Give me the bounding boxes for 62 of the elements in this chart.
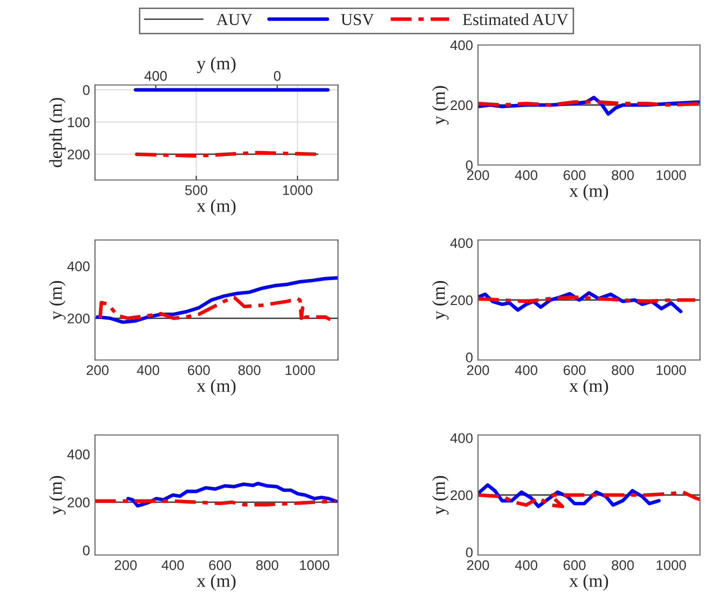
- x2-tick-label: 400: [144, 71, 167, 81]
- y-tick-label: 0: [466, 352, 473, 362]
- y-axis-title: y (m): [49, 476, 66, 515]
- legend-label: USV: [341, 14, 374, 26]
- x-tick-label: 600: [188, 365, 210, 376]
- x-tick-label: 1000: [286, 365, 315, 376]
- x-tick-label: 600: [564, 170, 586, 180]
- x-tick-label: 500: [185, 185, 208, 196]
- y-tick-label: 400: [450, 433, 473, 444]
- y-tick-label: 400: [450, 238, 473, 248]
- x-tick-label: 600: [564, 560, 586, 570]
- x-tick-label: 800: [256, 560, 278, 570]
- y-axis-title: y (m): [432, 476, 449, 515]
- x-tick-label: 400: [514, 170, 538, 180]
- line-series: [478, 490, 700, 508]
- y-tick-label: 200: [450, 295, 473, 306]
- x2-axis-title: y (m): [196, 56, 236, 74]
- x-axis-title: x (m): [569, 574, 608, 591]
- line-series: [96, 276, 338, 324]
- x-tick-label: 400: [136, 365, 160, 376]
- y-tick-label: 0: [466, 547, 473, 558]
- x-axis-title: x (m): [569, 184, 608, 201]
- y-axis-title: y (m): [432, 86, 449, 125]
- legend-label: Estimated AUV: [462, 13, 568, 26]
- y-axis-title: depth (m): [49, 98, 66, 168]
- legend-label: AUV: [216, 14, 252, 26]
- x-tick-label: 1000: [656, 170, 686, 180]
- y-tick-label: 400: [67, 450, 90, 460]
- x-tick-label: 800: [612, 365, 634, 376]
- x-tick-label: 1000: [656, 365, 686, 376]
- y-tick-label: 0: [466, 160, 473, 170]
- x-axis-title: x (m): [196, 379, 236, 396]
- x-tick-label: 800: [238, 365, 260, 376]
- y-axis-title: y (m): [49, 280, 66, 320]
- x2-tick-label: 0: [274, 71, 281, 81]
- x-axis-title: x (m): [196, 574, 236, 591]
- x-tick-label: 400: [514, 560, 538, 570]
- x-tick-label: 400: [514, 365, 538, 376]
- y-tick-label: 200: [450, 490, 473, 500]
- y-tick-label: 200: [68, 498, 90, 508]
- line-series: [98, 296, 332, 322]
- y-tick-label: 400: [450, 40, 473, 50]
- y-tick-label: 100: [68, 117, 90, 128]
- y-tick-label: 200: [68, 150, 90, 160]
- line-series: [126, 482, 338, 508]
- y-tick-label: 0: [82, 85, 90, 95]
- x-tick-label: 600: [564, 365, 586, 376]
- x-axis-title: x (m): [196, 199, 236, 216]
- x-tick-label: 1000: [656, 560, 686, 570]
- x-tick-label: 200: [114, 560, 137, 570]
- y-tick-label: 200: [450, 100, 473, 110]
- x-tick-label: 400: [162, 560, 184, 570]
- x-tick-label: 800: [612, 170, 634, 180]
- y-tick-label: 200: [68, 314, 90, 324]
- y-axis-title: y (m): [432, 280, 449, 320]
- x-tick-label: 1000: [300, 560, 330, 570]
- x-tick-label: 1000: [283, 185, 312, 196]
- y-tick-label: 400: [67, 261, 90, 272]
- x-tick-label: 800: [612, 560, 634, 570]
- x-tick-label: 600: [209, 560, 232, 570]
- x-axis-title: x (m): [569, 379, 608, 396]
- y-tick-label: 0: [82, 546, 90, 556]
